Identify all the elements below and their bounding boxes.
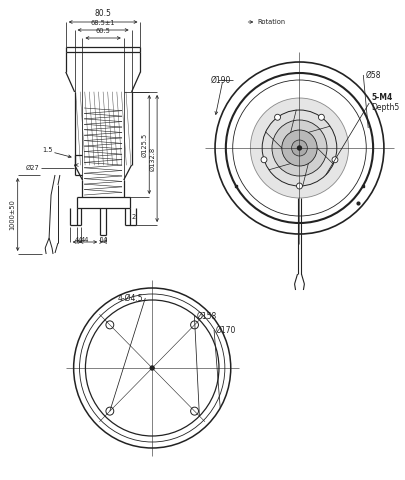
Text: Ø58: Ø58 — [365, 71, 381, 80]
Circle shape — [272, 120, 327, 176]
Text: 44: 44 — [75, 237, 83, 243]
Circle shape — [296, 183, 303, 189]
Text: 1000±50: 1000±50 — [10, 199, 16, 230]
Text: Ø158: Ø158 — [196, 312, 217, 321]
Text: 60.5: 60.5 — [96, 28, 111, 34]
Text: 2: 2 — [132, 214, 136, 220]
Circle shape — [262, 110, 337, 186]
Text: Rotation: Rotation — [257, 19, 286, 25]
Circle shape — [332, 157, 338, 163]
Circle shape — [318, 114, 324, 120]
Circle shape — [298, 146, 301, 150]
Circle shape — [250, 98, 349, 198]
Text: 5-M4: 5-M4 — [371, 94, 392, 103]
Circle shape — [191, 407, 198, 415]
Circle shape — [292, 140, 307, 156]
Text: 1.5: 1.5 — [43, 147, 53, 153]
Text: 68.5±1: 68.5±1 — [91, 20, 115, 26]
Text: 4-Ø4.5: 4-Ø4.5 — [118, 293, 143, 302]
Circle shape — [261, 157, 267, 163]
Circle shape — [275, 114, 281, 120]
Circle shape — [191, 321, 198, 329]
Text: 80.5: 80.5 — [95, 9, 111, 18]
Circle shape — [106, 407, 114, 415]
Text: Ø170: Ø170 — [216, 325, 237, 335]
Text: 14: 14 — [99, 237, 107, 243]
Text: Depth5: Depth5 — [371, 104, 399, 112]
Text: Ø27: Ø27 — [26, 165, 39, 171]
Circle shape — [282, 130, 317, 166]
Text: Ø190: Ø190 — [211, 75, 232, 84]
Text: Ø125.5: Ø125.5 — [141, 132, 147, 156]
Text: 44: 44 — [81, 237, 89, 243]
Circle shape — [106, 321, 114, 329]
Text: Ø132.8: Ø132.8 — [149, 146, 155, 170]
Circle shape — [150, 366, 154, 370]
